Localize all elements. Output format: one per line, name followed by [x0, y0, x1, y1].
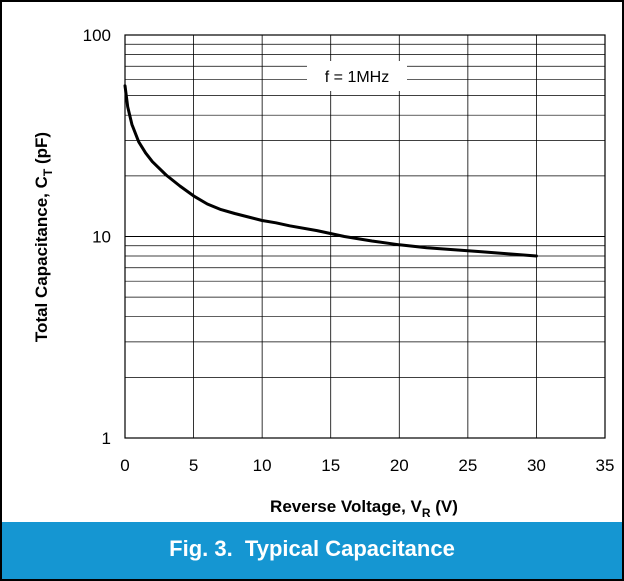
capacitance-curve — [123, 84, 538, 258]
figure-caption: Fig. 3. Typical Capacitance — [169, 536, 455, 561]
x-tick-label: 0 — [120, 456, 129, 475]
x-tick-label: 5 — [189, 456, 198, 475]
y-tick-label: 100 — [83, 26, 111, 45]
grid — [124, 34, 606, 439]
y-tick-label: 10 — [92, 228, 111, 247]
annotation-layer: f = 1MHz — [307, 61, 407, 91]
x-tick-label: 15 — [321, 456, 340, 475]
x-tick-label: 10 — [253, 456, 272, 475]
series-layer — [123, 84, 538, 258]
x-tick-label: 25 — [458, 456, 477, 475]
y-axis-label: Total Capacitance, CT (pF) — [32, 132, 55, 342]
x-tick-label: 35 — [596, 456, 615, 475]
x-tick-label: 20 — [390, 456, 409, 475]
annotation-background — [307, 61, 407, 91]
caption-bar: Fig. 3. Typical Capacitance — [2, 522, 622, 579]
y-tick-label: 1 — [102, 429, 111, 448]
plot-area-border — [124, 34, 606, 439]
x-tick-label: 30 — [527, 456, 546, 475]
capacitance-chart: 0 5 10 15 20 25 30 35 1 10 100 f = 1MHz Reverse Vo… — [32, 26, 615, 520]
x-axis-label: Reverse Voltage, VR (V) — [270, 497, 458, 520]
axes: 0 5 10 15 20 25 30 35 1 10 100 — [83, 26, 615, 475]
frequency-annotation: f = 1MHz — [325, 69, 389, 86]
